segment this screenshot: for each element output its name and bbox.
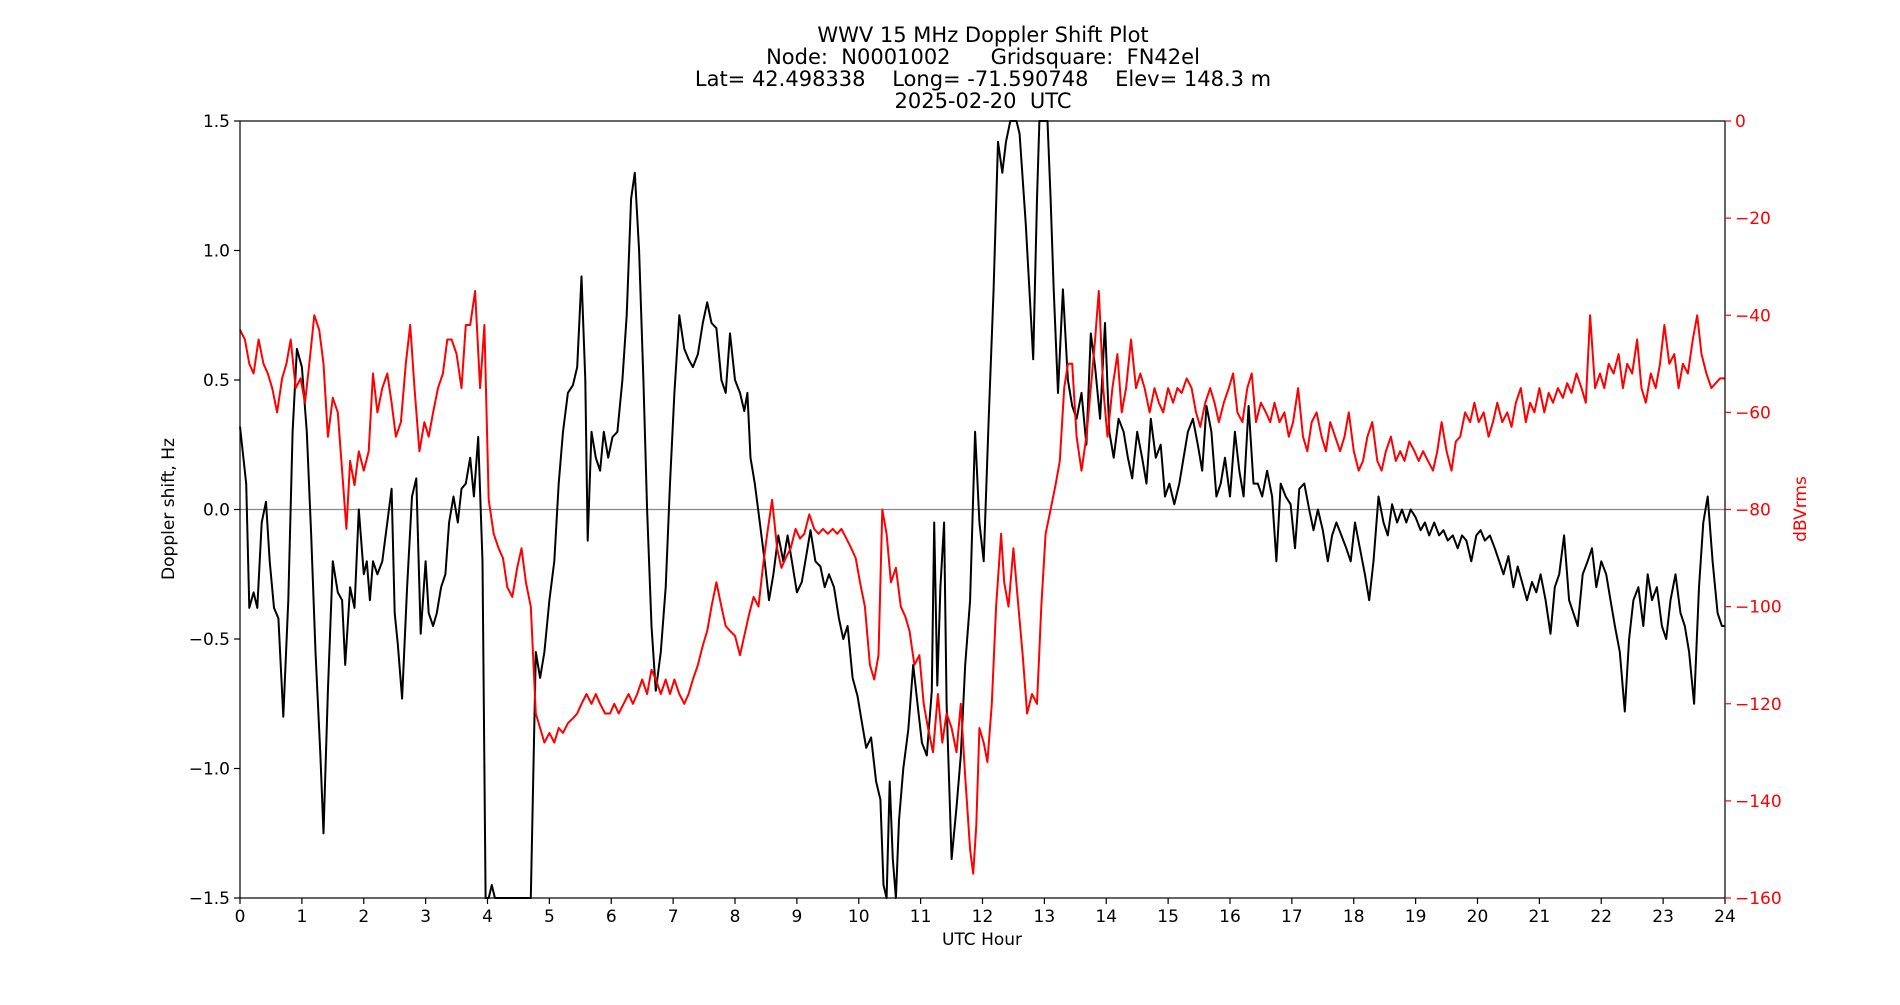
x-axis: 0 1 2 3 4 5 6 7 8 9 10 11 12 13 14 15 16 17 18 19 20 21 22 23 24 xyxy=(235,898,1736,927)
x-tick-label: 9 xyxy=(791,907,802,927)
y-axis-left: 1.5 1.0 0.5 0.0 −0.5 −1.0 −1.5 xyxy=(189,112,240,909)
x-tick-label: 21 xyxy=(1529,907,1551,927)
x-tick-label: 10 xyxy=(848,907,870,927)
x-tick-label: 20 xyxy=(1467,907,1489,927)
y-axis-right-label: dBVrms xyxy=(1791,476,1811,542)
y-right-tick-label: −60 xyxy=(1735,403,1771,423)
y-right-tick-label: −80 xyxy=(1735,501,1771,521)
y-right-tick-label: −140 xyxy=(1735,792,1782,812)
y-left-tick-label: 1.5 xyxy=(203,112,230,132)
x-tick-label: 0 xyxy=(235,907,246,927)
series-layer xyxy=(239,120,1725,899)
x-tick-label: 8 xyxy=(730,907,741,927)
title-line-3: Lat= 42.498338 Long= -71.590748 Elev= 14… xyxy=(695,67,1271,91)
x-tick-label: 16 xyxy=(1219,907,1241,927)
y-left-tick-label: 0.0 xyxy=(203,501,230,521)
x-tick-label: 4 xyxy=(482,907,493,927)
y-axis-left-label: Doppler shift, Hz xyxy=(159,438,179,580)
title-line-2: Node: N0001002 Gridsquare: FN42el xyxy=(766,45,1200,69)
y-right-tick-label: −40 xyxy=(1735,306,1771,326)
x-tick-label: 13 xyxy=(1034,907,1056,927)
y-left-tick-label: −0.5 xyxy=(189,630,230,650)
x-tick-label: 22 xyxy=(1590,907,1612,927)
y-left-tick-label: 0.5 xyxy=(203,371,230,391)
y-left-tick-label: 1.0 xyxy=(203,242,230,262)
x-tick-label: 17 xyxy=(1281,907,1303,927)
x-tick-label: 19 xyxy=(1405,907,1427,927)
x-tick-label: 12 xyxy=(972,907,994,927)
x-tick-label: 6 xyxy=(606,907,617,927)
x-tick-label: 11 xyxy=(910,907,932,927)
x-tick-label: 24 xyxy=(1714,907,1736,927)
title-line-4: 2025-02-20 UTC xyxy=(894,89,1071,113)
x-tick-label: 15 xyxy=(1157,907,1179,927)
x-tick-label: 2 xyxy=(358,907,369,927)
x-tick-label: 23 xyxy=(1652,907,1674,927)
chart-title: WWV 15 MHz Doppler Shift Plot Node: N000… xyxy=(695,23,1271,113)
y-right-tick-label: −20 xyxy=(1735,209,1771,229)
x-tick-label: 18 xyxy=(1343,907,1365,927)
y-right-tick-label: −100 xyxy=(1735,598,1782,618)
x-tick-label: 14 xyxy=(1095,907,1117,927)
x-tick-label: 1 xyxy=(296,907,307,927)
x-tick-label: 3 xyxy=(420,907,431,927)
x-tick-label: 7 xyxy=(668,907,679,927)
y-right-tick-label: −120 xyxy=(1735,695,1782,715)
y-right-tick-label: −160 xyxy=(1735,889,1782,909)
x-tick-label: 5 xyxy=(544,907,555,927)
title-line-1: WWV 15 MHz Doppler Shift Plot xyxy=(817,23,1148,47)
x-axis-label: UTC Hour xyxy=(942,930,1022,950)
y-left-tick-label: −1.5 xyxy=(189,889,230,909)
y-left-tick-label: −1.0 xyxy=(189,760,230,780)
y-right-tick-label: 0 xyxy=(1735,112,1746,132)
y-axis-right: 0 −20 −40 −60 −80 −100 −120 −140 −160 xyxy=(1725,112,1782,909)
series-line-dbvrms xyxy=(239,290,1725,875)
series-line-doppler xyxy=(239,120,1725,899)
